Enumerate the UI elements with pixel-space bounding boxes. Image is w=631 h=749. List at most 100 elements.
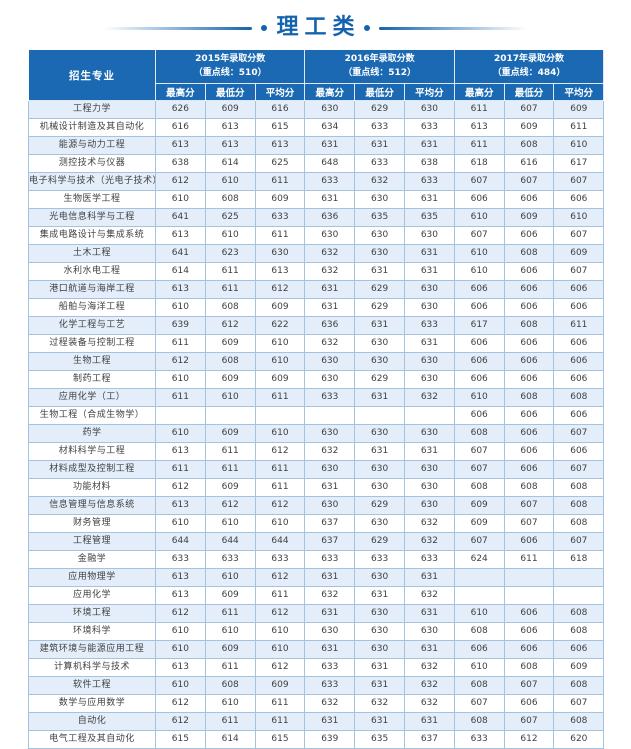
score-cell: 625	[204, 208, 256, 227]
major-name: 生物工程（合成生物学）	[28, 406, 156, 425]
score-cell: 610	[204, 388, 256, 407]
score-cell: 606	[503, 640, 555, 659]
title-decor-line-right	[378, 26, 527, 30]
score-cell: 611	[553, 118, 605, 137]
score-cell: 632	[404, 388, 455, 407]
score-cell: 624	[453, 550, 505, 569]
score-cell: 610	[155, 676, 206, 695]
score-cell: 609	[254, 370, 306, 389]
score-cell: 636	[304, 208, 356, 227]
score-cell: 606	[453, 190, 505, 209]
score-cell: 610	[155, 370, 206, 389]
score-cell: 637	[404, 730, 455, 749]
score-cell: 612	[155, 694, 206, 713]
score-cell: 612	[254, 568, 306, 587]
score-cell: 606	[453, 640, 505, 659]
score-cell: 625	[254, 154, 306, 173]
score-cell: 609	[204, 640, 256, 659]
score-cell: 608	[553, 622, 605, 641]
score-cell: 607	[503, 676, 555, 695]
score-cell: 630	[404, 478, 455, 497]
score-cell: 630	[404, 622, 455, 641]
table-row: 机械设计制造及其自动化 616 613 615 634 633 633 613 609 611	[28, 118, 605, 137]
score-cell: 632	[404, 658, 455, 677]
score-cell: 630	[354, 190, 405, 209]
score-cell: 631	[404, 136, 455, 155]
major-name: 信息管理与信息系统	[28, 496, 156, 515]
score-cell: 631	[354, 316, 405, 335]
score-cell: 610	[453, 262, 505, 281]
subheader-avg-2016: 平均分	[404, 83, 455, 101]
score-cell: 609	[254, 676, 306, 695]
score-cell: 610	[254, 424, 306, 443]
score-cell: 630	[404, 460, 455, 479]
table-row: 船舶与海洋工程 610 608 609 631 629 630 606 606 606	[28, 298, 605, 317]
score-cell: 620	[553, 730, 605, 749]
score-cell: 612	[155, 172, 206, 191]
score-cell: 616	[254, 100, 306, 119]
score-cell: 606	[503, 532, 555, 551]
score-cell: 611	[503, 550, 555, 569]
score-cell: 610	[204, 568, 256, 587]
major-name: 软件工程	[28, 676, 156, 695]
score-cell: 631	[404, 640, 455, 659]
score-cell: 608	[553, 712, 605, 731]
major-name: 能源与动力工程	[28, 136, 156, 155]
major-name: 数学与应用数学	[28, 694, 156, 713]
score-cell: 606	[503, 298, 555, 317]
score-cell: 607	[503, 172, 555, 191]
score-cell: 608	[453, 424, 505, 443]
score-cell: 612	[204, 316, 256, 335]
table-row: 生物医学工程 610 608 609 631 630 631 606 606 606	[28, 190, 605, 209]
score-cell: 606	[503, 424, 555, 443]
score-cell: 607	[553, 694, 605, 713]
score-cell: 632	[304, 334, 356, 353]
year-2016-header: 2016年录取分数 （重点线：512）	[304, 49, 455, 84]
table-row: 光电信息科学与工程 641 625 633 636 635 635 610 609 610	[28, 208, 605, 227]
score-cell	[503, 586, 555, 605]
table-row: 生物工程（合成生物学） 606 606 606	[28, 406, 605, 425]
score-cell: 611	[155, 460, 206, 479]
score-cell	[204, 406, 256, 425]
major-name: 财务管理	[28, 514, 156, 533]
score-cell: 635	[354, 208, 405, 227]
table-row: 土木工程 641 623 630 632 630 631 610 608 609	[28, 244, 605, 263]
subheader-min-2016: 最低分	[354, 83, 405, 101]
table-row: 测控技术与仪器 638 614 625 648 633 638 618 616 617	[28, 154, 605, 173]
score-cell: 613	[155, 136, 206, 155]
score-cell: 607	[553, 172, 605, 191]
score-cell: 633	[404, 172, 455, 191]
score-cell	[553, 586, 605, 605]
score-cell: 630	[254, 244, 306, 263]
table-row: 水利水电工程 614 611 613 632 631 631 610 606 607	[28, 262, 605, 281]
score-cell: 631	[404, 244, 455, 263]
score-cell: 610	[204, 514, 256, 533]
score-cell: 635	[404, 208, 455, 227]
table-row: 软件工程 610 608 609 633 631 632 608 607 608	[28, 676, 605, 695]
score-cell: 608	[453, 478, 505, 497]
score-cell: 607	[503, 712, 555, 731]
score-cell: 612	[155, 604, 206, 623]
score-cell: 633	[453, 730, 505, 749]
major-name: 材料成型及控制工程	[28, 460, 156, 479]
score-cell: 611	[204, 658, 256, 677]
score-cell: 610	[453, 658, 505, 677]
score-cell: 616	[503, 154, 555, 173]
table-header: 招生专业 2015年录取分数 （重点线：510） 2016年录取分数 （重点线：…	[28, 49, 605, 101]
score-cell: 608	[553, 496, 605, 515]
score-cell: 610	[453, 388, 505, 407]
score-cell: 608	[204, 190, 256, 209]
score-cell: 632	[404, 586, 455, 605]
score-cell: 634	[304, 118, 356, 137]
score-cell: 606	[553, 280, 605, 299]
score-cell: 614	[204, 730, 256, 749]
score-cell: 639	[304, 730, 356, 749]
table-row: 环境工程 612 611 612 631 630 631 610 606 608	[28, 604, 605, 623]
score-cell: 609	[503, 208, 555, 227]
score-cell: 631	[404, 712, 455, 731]
score-cell: 609	[204, 370, 256, 389]
score-cell	[354, 406, 405, 425]
score-cell: 637	[304, 532, 356, 551]
score-cell: 608	[453, 676, 505, 695]
score-cell: 609	[553, 244, 605, 263]
